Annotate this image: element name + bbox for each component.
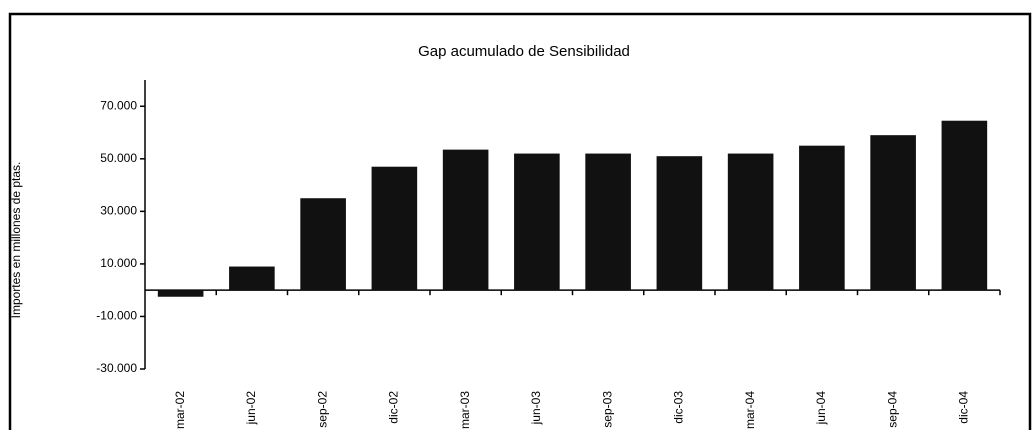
x-tick-label: sep-04 <box>885 391 899 428</box>
bar <box>157 290 204 297</box>
x-tick-label: sep-02 <box>315 391 329 428</box>
x-tick-label: dic-02 <box>387 391 401 424</box>
frame <box>8 12 1032 430</box>
y-tick-label: 10.000 <box>100 256 137 270</box>
bar <box>870 135 916 291</box>
x-tick-label: mar-04 <box>743 391 757 429</box>
bar <box>941 120 988 291</box>
bar <box>585 153 631 291</box>
bar <box>514 153 560 291</box>
bar <box>371 166 418 291</box>
bar <box>229 266 275 291</box>
y-tick-label: 30.000 <box>100 204 137 218</box>
y-axis-label: Importes en millones de ptas. <box>9 162 23 319</box>
x-tick-label: dic-04 <box>957 391 971 424</box>
x-tick-label: mar-02 <box>173 391 187 429</box>
bar <box>300 198 346 291</box>
y-tick-label: 50.000 <box>100 151 137 165</box>
bar <box>799 145 845 291</box>
bar <box>442 149 489 291</box>
x-tick-label: dic-03 <box>672 391 686 424</box>
y-tick-label: -10.000 <box>96 309 137 323</box>
y-tick-label: 70.000 <box>100 98 137 112</box>
bar <box>656 156 703 291</box>
x-tick-label: sep-03 <box>600 391 614 428</box>
x-tick-label: jun-03 <box>529 391 543 426</box>
x-tick-label: mar-03 <box>458 391 472 429</box>
bar <box>727 153 774 291</box>
chart-title: Gap acumulado de Sensibilidad <box>418 43 630 60</box>
x-tick-label: jun-04 <box>814 391 828 426</box>
x-tick-label: jun-02 <box>244 391 258 426</box>
y-tick-label: -30.000 <box>96 361 137 375</box>
